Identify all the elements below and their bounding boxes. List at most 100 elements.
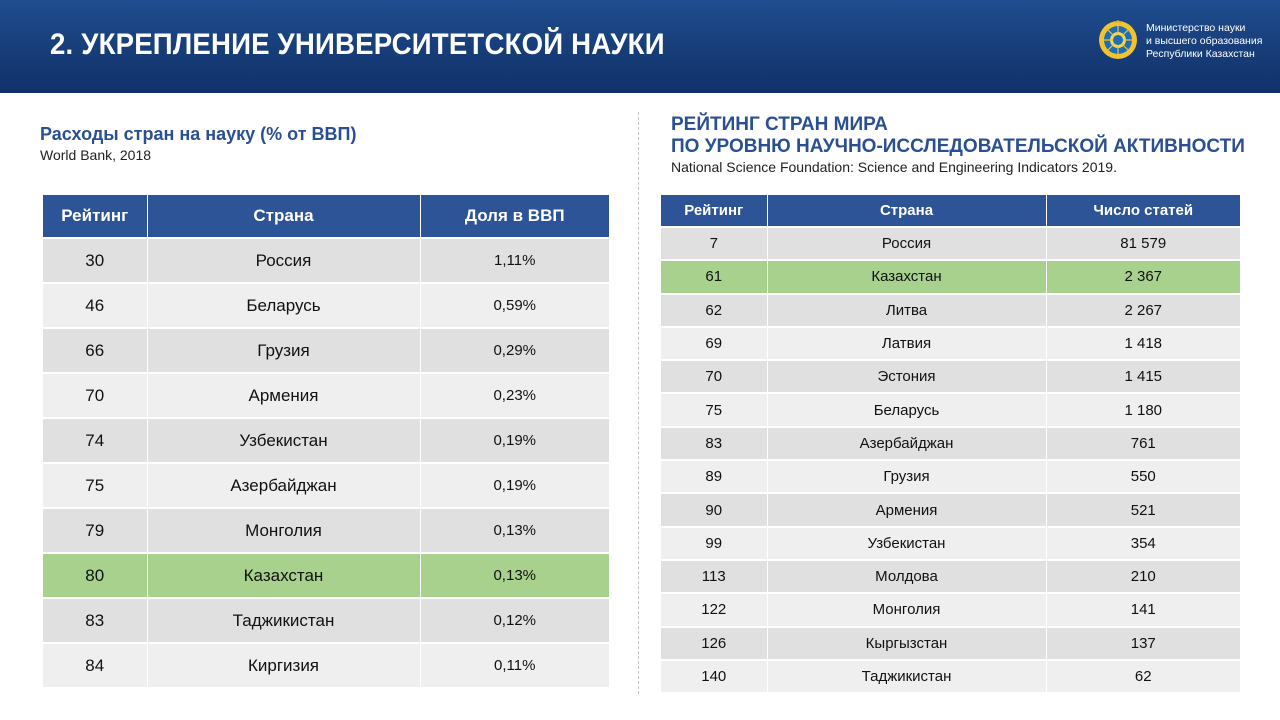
country-cell: Монголия (147, 507, 421, 553)
country-cell: Кыргызстан (767, 625, 1047, 660)
rank-cell: 70 (661, 359, 768, 394)
left-section-source: World Bank, 2018 (40, 147, 152, 163)
rank-cell: 70 (43, 372, 148, 418)
table-row: 83 Таджикистан 0,12% (43, 597, 609, 643)
value-cell: 0,12% (420, 597, 609, 643)
ministry-line: и высшего образования (1146, 35, 1263, 47)
value-cell: 354 (1046, 525, 1240, 560)
table-row: 62 Литва 2 267 (661, 292, 1240, 327)
table-row: 83 Азербайджан 761 (661, 425, 1240, 461)
country-cell: Россия (767, 225, 1047, 261)
rank-cell: 126 (661, 625, 768, 660)
table-row: 74 Узбекистан 0,19% (43, 417, 609, 463)
right-title-line: РЕЙТИНГ СТРАН МИРА (671, 114, 888, 135)
right-section-source: National Science Foundation: Science and… (671, 159, 1117, 175)
rd-spending-table: Рейтинг Страна Доля в ВВП 30 Россия 1,11% 4… (43, 195, 609, 687)
country-cell: Киргизия (147, 642, 421, 687)
kazakhstan-emblem-icon (1099, 20, 1137, 59)
rank-cell: 84 (43, 642, 148, 687)
rank-cell: 83 (43, 597, 148, 643)
value-cell: 0,19% (420, 462, 609, 508)
table-row: 90 Армения 521 (661, 492, 1240, 527)
section-divider (638, 112, 639, 694)
rank-cell: 66 (43, 327, 148, 373)
rank-cell: 46 (43, 282, 148, 328)
table-row: 84 Киргизия 0,11% (43, 642, 609, 687)
table-row: 79 Монголия 0,13% (43, 507, 609, 553)
value-cell: 0,59% (420, 282, 609, 328)
country-cell: Монголия (767, 592, 1047, 627)
country-cell: Литва (767, 292, 1047, 327)
country-cell: Беларусь (147, 282, 421, 328)
country-cell: Грузия (147, 327, 421, 373)
value-cell: 1,11% (420, 237, 609, 283)
table-row: 89 Грузия 550 (661, 459, 1240, 494)
rank-cell: 61 (661, 259, 768, 294)
value-cell: 0,13% (420, 552, 609, 598)
value-cell: 0,19% (420, 417, 609, 463)
rank-cell: 62 (661, 292, 768, 327)
rank-cell: 30 (43, 237, 148, 283)
country-cell: Грузия (767, 459, 1047, 494)
value-cell: 141 (1046, 592, 1240, 627)
country-cell: Латвия (767, 325, 1047, 361)
ministry-name: Министерство науки и высшего образования… (1146, 22, 1276, 61)
rank-cell: 80 (43, 552, 148, 598)
country-cell: Беларусь (767, 392, 1047, 427)
rank-cell: 69 (661, 325, 768, 361)
value-cell: 1 415 (1046, 359, 1240, 394)
table-row: 69 Латвия 1 418 (661, 325, 1240, 361)
value-cell: 62 (1046, 658, 1240, 693)
ministry-line: Республики Казахстан (1146, 48, 1255, 60)
country-cell: Эстония (767, 359, 1047, 394)
table-header-row: Рейтинг Страна Доля в ВВП (43, 195, 609, 238)
left-section-title: Расходы стран на науку (% от ВВП) (40, 124, 357, 144)
table-row: 70 Эстония 1 415 (661, 359, 1240, 394)
ministry-line: Министерство науки (1146, 22, 1246, 34)
table-row: 75 Беларусь 1 180 (661, 392, 1240, 427)
column-header-articles: Число статей (1046, 195, 1240, 227)
value-cell: 137 (1046, 625, 1240, 660)
value-cell: 0,23% (420, 372, 609, 418)
rank-cell: 75 (661, 392, 768, 427)
table-row: 46 Беларусь 0,59% (43, 282, 609, 328)
country-cell: Азербайджан (767, 425, 1047, 461)
table-row: 122 Монголия 141 (661, 592, 1240, 627)
table-row-highlighted: 61 Казахстан 2 367 (661, 259, 1240, 294)
table-row: 140 Таджикистан 62 (661, 658, 1240, 693)
rank-cell: 90 (661, 492, 768, 527)
slide-header: 2. УКРЕПЛЕНИЕ УНИВЕРСИТЕТСКОЙ НАУКИ Мини… (0, 0, 1280, 93)
country-cell: Узбекистан (767, 525, 1047, 560)
research-activity-table: Рейтинг Страна Число статей 7 Россия 81 57… (661, 195, 1240, 693)
country-cell: Армения (147, 372, 421, 418)
country-cell: Азербайджан (147, 462, 421, 508)
country-cell: Таджикистан (147, 597, 421, 643)
table-row: 75 Азербайджан 0,19% (43, 462, 609, 508)
column-header-gdp-share: Доля в ВВП (420, 195, 609, 238)
table-row: 99 Узбекистан 354 (661, 525, 1240, 560)
country-cell: Таджикистан (767, 658, 1047, 693)
rank-cell: 74 (43, 417, 148, 463)
country-cell: Казахстан (147, 552, 421, 598)
value-cell: 550 (1046, 459, 1240, 494)
country-cell: Казахстан (767, 259, 1047, 294)
table-row-highlighted: 80 Казахстан 0,13% (43, 552, 609, 598)
table-row: 30 Россия 1,11% (43, 237, 609, 283)
column-header-rank: Рейтинг (661, 195, 768, 227)
table-row: 7 Россия 81 579 (661, 225, 1240, 261)
value-cell: 0,29% (420, 327, 609, 373)
value-cell: 210 (1046, 558, 1240, 594)
rank-cell: 122 (661, 592, 768, 627)
table-row: 113 Молдова 210 (661, 558, 1240, 594)
rank-cell: 99 (661, 525, 768, 560)
value-cell: 2 367 (1046, 259, 1240, 294)
column-header-country: Страна (147, 195, 421, 238)
right-section-title: РЕЙТИНГ СТРАН МИРА ПО УРОВНЮ НАУЧНО-ИССЛ… (671, 114, 1245, 158)
column-header-country: Страна (767, 195, 1047, 227)
country-cell: Россия (147, 237, 421, 283)
rank-cell: 79 (43, 507, 148, 553)
value-cell: 0,13% (420, 507, 609, 553)
value-cell: 521 (1046, 492, 1240, 527)
rank-cell: 89 (661, 459, 768, 494)
value-cell: 0,11% (420, 642, 609, 687)
